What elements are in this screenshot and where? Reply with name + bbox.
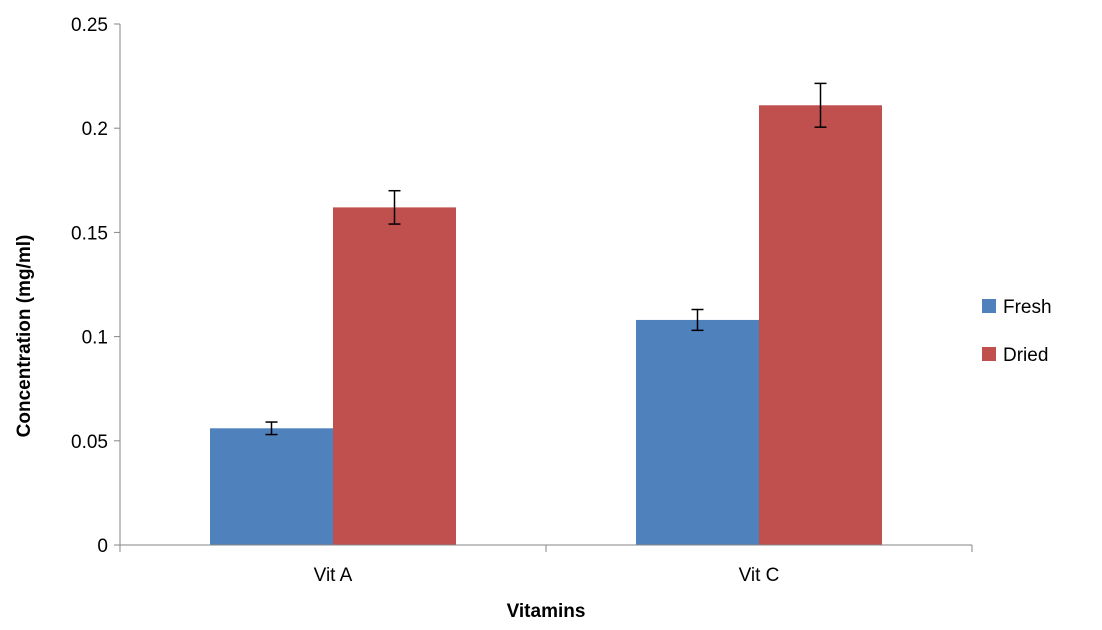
y-tick-label: 0 [97,536,108,557]
bar-fresh-1 [636,319,759,545]
legend: Fresh Dried [982,297,1052,366]
y-tick-label: 0.15 [71,223,108,244]
bar-dried-0 [333,207,456,545]
x-tick-label: Vit A [314,565,353,586]
y-tick-label: 0.2 [82,119,108,140]
x-axis: Vit A Vit C [119,544,973,586]
legend-swatch-fresh [982,299,996,313]
bar-dried-1 [759,105,882,545]
legend-label-dried: Dried [1003,345,1048,366]
y-axis-title: Concentration (mg/ml) [14,235,35,438]
y-tick-label: 0.05 [71,432,108,453]
plot-area [210,82,882,545]
y-tick-label: 0.1 [82,328,108,349]
bar-fresh-0 [210,428,333,545]
y-axis: 0 0.05 0.1 0.15 0.2 0.25 [71,15,121,557]
x-axis-title: Vitamins [507,601,586,622]
legend-swatch-dried [982,347,996,361]
x-tick-label: Vit C [739,565,780,586]
legend-label-fresh: Fresh [1003,297,1052,318]
y-tick-label: 0.25 [71,15,108,36]
